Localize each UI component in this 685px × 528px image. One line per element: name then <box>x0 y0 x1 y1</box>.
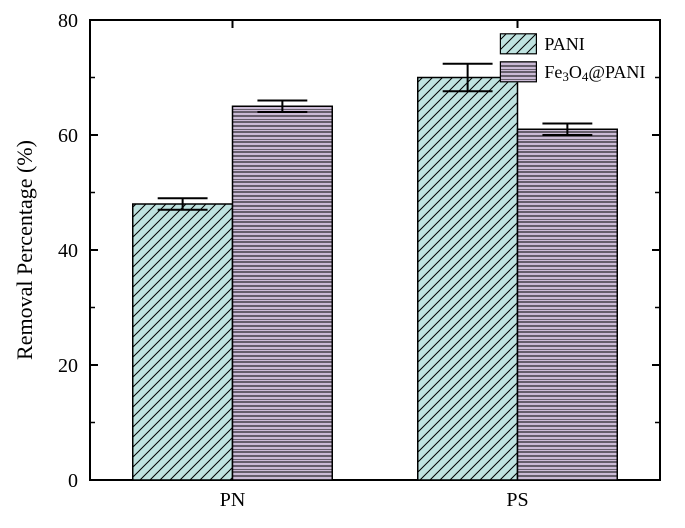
y-tick-label: 60 <box>58 125 78 147</box>
x-tick-label: PS <box>506 489 528 511</box>
legend-label: Fe3O4@PANI <box>544 62 645 84</box>
bar <box>518 129 618 480</box>
legend-swatch <box>500 62 536 82</box>
y-axis-label: Removal Percentage (%) <box>12 140 37 360</box>
x-tick-label: PN <box>220 489 246 511</box>
bar <box>233 106 333 480</box>
legend-swatch <box>500 34 536 54</box>
legend-label: PANI <box>544 34 584 54</box>
y-tick-label: 40 <box>58 240 78 262</box>
bar <box>418 78 518 481</box>
bar <box>133 204 233 480</box>
y-tick-label: 20 <box>58 355 78 377</box>
chart-container: 0 20 40 60 80 Removal Percentage (%) PN PS PANI F… <box>0 0 685 528</box>
y-tick-label: 0 <box>68 470 78 492</box>
bar-chart-svg: 0 20 40 60 80 Removal Percentage (%) PN PS PANI F… <box>0 0 685 528</box>
y-tick-label: 80 <box>58 10 78 32</box>
